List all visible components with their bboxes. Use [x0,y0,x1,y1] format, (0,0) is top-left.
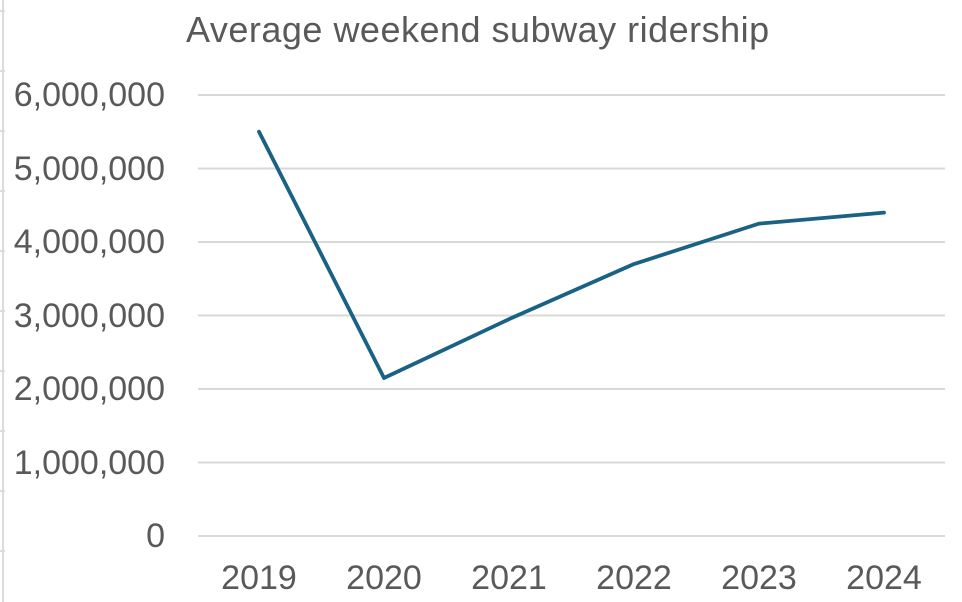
left-edge-tick [0,250,5,252]
y-axis-tick-label: 1,000,000 [13,443,165,482]
left-edge-tick [0,130,5,132]
y-axis-tick-label: 4,000,000 [13,223,165,261]
left-edge-tick [0,10,5,12]
x-axis-tick-label: 2020 [346,559,422,597]
left-edge-tick [0,310,5,312]
left-edge-tick [0,190,5,192]
left-edge-tick [0,370,5,372]
left-edge-tick [0,490,5,492]
left-edge-tick [0,430,5,432]
x-axis-tick-label: 2021 [471,559,547,597]
y-axis-tick-label: 5,000,000 [13,149,165,188]
y-axis-tick-label: 6,000,000 [13,76,165,114]
x-axis-tick-label: 2022 [596,559,672,597]
chart-title: Average weekend subway ridership [186,9,770,50]
left-edge-tick [0,70,5,72]
x-axis-tick-label: 2019 [221,559,297,597]
left-edge-tick [0,550,5,552]
left-edge-axis-line [2,0,4,602]
x-axis-tick-label: 2023 [721,559,797,597]
y-axis-tick-label: 2,000,000 [13,370,165,408]
ridership-line-series [257,129,886,380]
x-axis-tick-label: 2024 [846,559,922,597]
y-axis-tick-label: 3,000,000 [13,296,165,335]
y-axis-tick-label: 0 [146,517,165,555]
